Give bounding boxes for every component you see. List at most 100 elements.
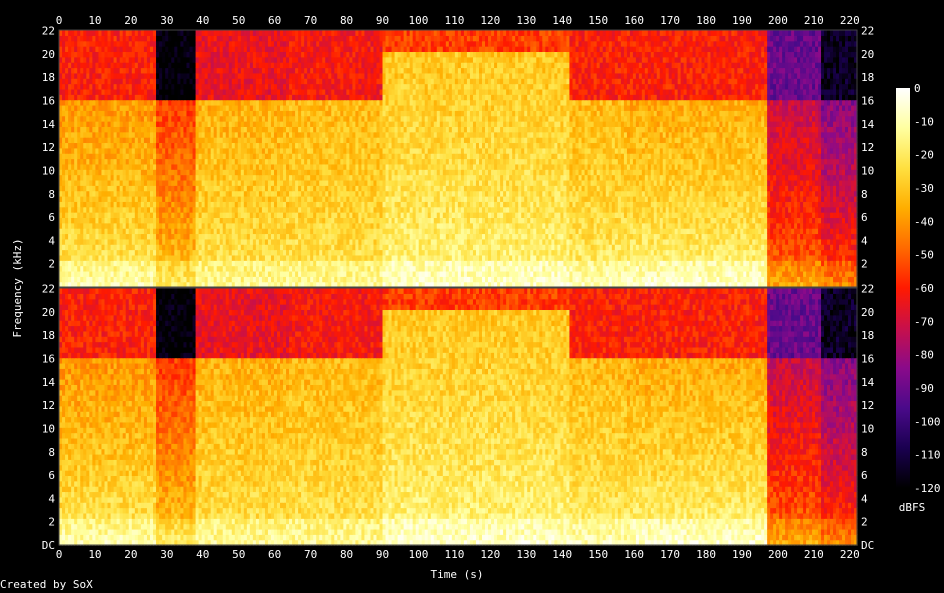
channel-2-segment-7 [626,288,768,546]
x-tick-top-label: 160 [624,14,644,27]
y-tick-left-label: 16 [42,353,55,366]
channel-1-frame [58,29,858,288]
channel-1-segment-5 [382,30,571,288]
channel-1-segment-6 [569,30,628,288]
y-tick-left-label: 22 [42,283,55,296]
x-tick-bottom-label: 10 [88,548,101,561]
x-tick-top-label: 80 [340,14,353,27]
y-tick-left-label: 2 [48,258,55,271]
x-tick-top-label: 210 [804,14,824,27]
colorbar-tick-label: -100 [914,415,941,428]
y-tick-left-label: 20 [42,48,55,61]
y-tick-right-label: 10 [861,422,874,435]
y-axis-label: Frequency (kHz) [11,238,24,337]
x-tick-top-label: 40 [196,14,209,27]
x-tick-bottom-label: 120 [480,548,500,561]
x-tick-top-label: 90 [376,14,389,27]
x-tick-top-label: 10 [88,14,101,27]
x-tick-top-label: 130 [516,14,536,27]
y-tick-left-label: 8 [48,188,55,201]
y-tick-left-label: 16 [42,95,55,108]
x-tick-bottom-label: 160 [624,548,644,561]
channel-1-segment-2 [156,30,197,288]
x-tick-bottom-label: 180 [696,548,716,561]
y-tick-right-label: 16 [861,353,874,366]
y-tick-left-label: 6 [48,211,55,224]
y-tick-left-label: 2 [48,516,55,529]
channel-1-spectrogram [58,29,858,288]
y-tick-left-label: 18 [42,329,55,342]
x-tick-top-label: 200 [768,14,788,27]
x-tick-top-label: 20 [124,14,137,27]
channel-1-segment-4 [289,30,384,288]
y-tick-left-label: 4 [48,234,55,247]
dbfs-colorbar: 0 -10 -20 -30 -40 -50 -60 -70 -80 -90 -100 -110 -120 [896,82,941,495]
y-tick-right-label: 4 [861,492,868,505]
colorbar-tick-label: -20 [914,149,934,162]
x-tick-bottom-label: 80 [340,548,353,561]
x-tick-top-label: 60 [268,14,281,27]
y-tick-right-label: 20 [861,306,874,319]
x-tick-bottom-label: 0 [56,548,63,561]
x-tick-top-label: 50 [232,14,245,27]
x-tick-bottom-label: 70 [304,548,317,561]
y-tick-right-label: 14 [861,118,875,131]
y-tick-left-label: 12 [42,399,55,412]
x-tick-top-label: 140 [552,14,572,27]
colorbar-tick-label: 0 [914,82,921,95]
colorbar-tick-label: -40 [914,215,934,228]
colorbar-tick-label: -90 [914,382,934,395]
y-tick-left-label: 8 [48,446,55,459]
spectrogram-plot-area [58,29,858,546]
channel-2-segment-2 [156,288,197,546]
channel-1-segment-1 [59,30,157,288]
y-tick-left-label: 10 [42,164,55,177]
y-tick-right-label: 6 [861,469,868,482]
y-tick-right-label: 22 [861,283,874,296]
y-tick-right-label: 12 [861,399,874,412]
y-tick-left-label: 6 [48,469,55,482]
channel-1-segment-8 [767,30,822,288]
colorbar-tick-label: -50 [914,249,934,262]
channel-2-segment-4 [289,288,384,546]
y-tick-right-label: 4 [861,234,868,247]
x-tick-bottom-label: 130 [516,548,536,561]
y-tick-right-label: 14 [861,376,875,389]
y-tick-right-label: 18 [861,329,874,342]
y-tick-left-label: 4 [48,492,55,505]
channel-2-spectrogram [58,287,858,546]
colorbar-tick-label: -60 [914,282,934,295]
y-tick-right-label: 2 [861,258,868,271]
y-tick-left-label: 20 [42,306,55,319]
channel-2-frame [58,287,858,546]
x-tick-top-label: 220 [840,14,860,27]
x-tick-bottom-label: 220 [840,548,860,561]
y-tick-left-label: 12 [42,141,55,154]
y-tick-left-label: 22 [42,25,55,38]
y-tick-right-label: 18 [861,71,874,84]
x-tick-bottom-label: 90 [376,548,389,561]
colorbar-tick-label: -10 [914,115,934,128]
x-tick-top-label: 0 [56,14,63,27]
x-tick-top-label: 30 [160,14,173,27]
x-tick-bottom-label: 200 [768,548,788,561]
channel-2-segment-9 [821,288,858,546]
x-tick-top-label: 120 [480,14,500,27]
y-tick-right-label: DC [861,539,874,552]
channel-2-segment-3 [195,288,290,546]
x-tick-bottom-label: 20 [124,548,137,561]
y-tick-left-label: 18 [42,71,55,84]
x-tick-bottom-label: 60 [268,548,281,561]
x-tick-bottom-label: 190 [732,548,752,561]
x-tick-top-label: 190 [732,14,752,27]
y-tick-right-label: 6 [861,211,868,224]
x-tick-top-label: 170 [660,14,680,27]
x-tick-top-label: 180 [696,14,716,27]
x-tick-top-label: 70 [304,14,317,27]
x-tick-top-label: 110 [444,14,464,27]
channel-2-segment-1 [59,288,157,546]
y-tick-right-label: 22 [861,25,874,38]
channel-2-segment-6 [569,288,628,546]
